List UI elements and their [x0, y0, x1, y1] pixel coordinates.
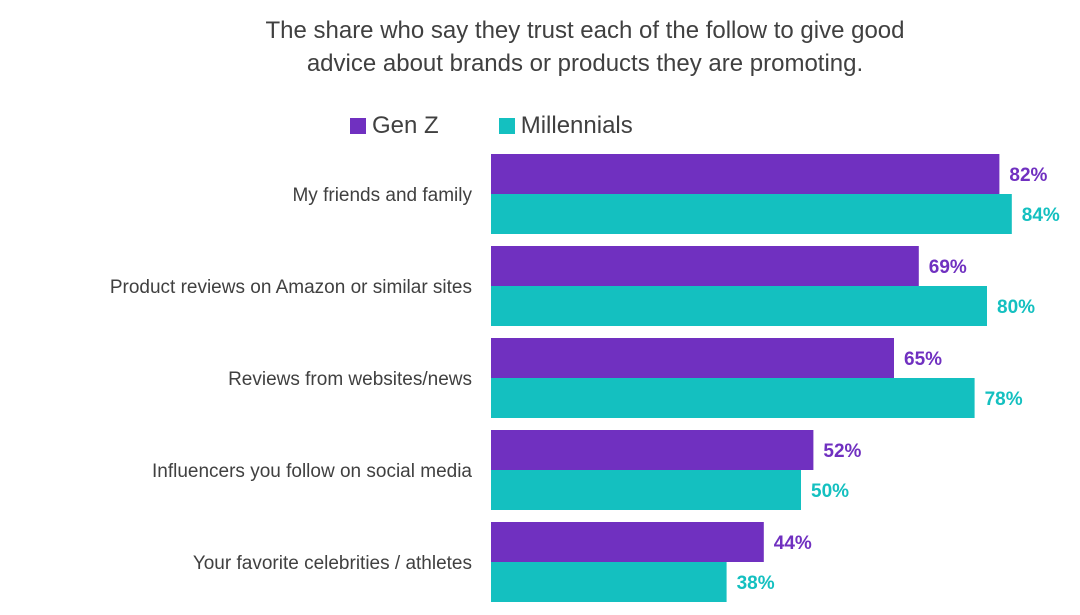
legend-item-millennials: Millennials — [498, 112, 633, 140]
chart-title-line-2: advice about brands or products they are… — [306, 50, 864, 77]
bar-millennials — [491, 378, 975, 418]
category-label: Your favorite celebrities / athletes — [193, 553, 472, 574]
bar-millennials — [491, 562, 727, 602]
value-label-gen-z: 82% — [1009, 165, 1047, 186]
bar-gen-z — [491, 430, 814, 470]
value-label-millennials: 80% — [997, 297, 1035, 318]
value-label-millennials: 38% — [737, 573, 775, 594]
legend-swatch-gen-z — [350, 118, 366, 134]
legend-swatch-millennials — [498, 118, 515, 134]
bar-gen-z — [491, 522, 764, 562]
legend-item-gen-z: Gen Z — [350, 112, 439, 140]
category-label: Product reviews on Amazon or similar sit… — [110, 277, 472, 298]
bar-millennials — [491, 194, 1012, 234]
value-label-gen-z: 69% — [929, 257, 967, 278]
bar-gen-z — [491, 246, 919, 286]
category-label: Reviews from websites/news — [228, 369, 472, 390]
category-label: My friends and family — [292, 185, 472, 206]
value-label-millennials: 84% — [1022, 205, 1060, 226]
bar-millennials — [491, 470, 801, 510]
bar-gen-z — [491, 338, 894, 378]
value-label-millennials: 50% — [811, 481, 849, 502]
category-label: Influencers you follow on social media — [152, 461, 472, 482]
chart-legend: Gen Z Millennials — [350, 112, 633, 140]
bar-gen-z — [491, 154, 1000, 194]
legend-label-millennials: Millennials — [520, 112, 633, 139]
value-label-gen-z: 52% — [823, 441, 861, 462]
chart-title-line-1: The share who say they trust each of the… — [265, 17, 905, 44]
chart-title: The share who say they trust each of the… — [0, 14, 1080, 80]
value-label-millennials: 78% — [985, 389, 1023, 410]
bar-millennials — [491, 286, 987, 326]
value-label-gen-z: 65% — [904, 349, 942, 370]
legend-label-gen-z: Gen Z — [372, 112, 439, 139]
value-label-gen-z: 44% — [774, 533, 812, 554]
